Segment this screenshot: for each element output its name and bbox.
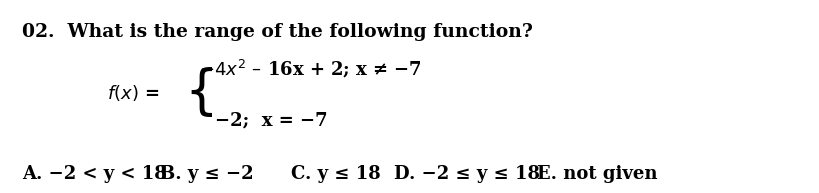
Text: $f(x)$ =: $f(x)$ = bbox=[106, 83, 159, 103]
Text: E. not given: E. not given bbox=[536, 165, 657, 183]
Text: $-4x^2$ – 16x + 2; x ≠ −7: $-4x^2$ – 16x + 2; x ≠ −7 bbox=[199, 58, 422, 80]
Text: −2;  x = −7: −2; x = −7 bbox=[215, 112, 327, 130]
Text: B. y ≤ −2: B. y ≤ −2 bbox=[160, 165, 253, 183]
Text: 02.  What is the range of the following function?: 02. What is the range of the following f… bbox=[22, 23, 532, 41]
Text: C. y ≤ 18: C. y ≤ 18 bbox=[291, 165, 380, 183]
Text: D. −2 ≤ y ≤ 18: D. −2 ≤ y ≤ 18 bbox=[393, 165, 539, 183]
Text: A. −2 < y < 18: A. −2 < y < 18 bbox=[22, 165, 167, 183]
Text: {: { bbox=[184, 67, 218, 119]
